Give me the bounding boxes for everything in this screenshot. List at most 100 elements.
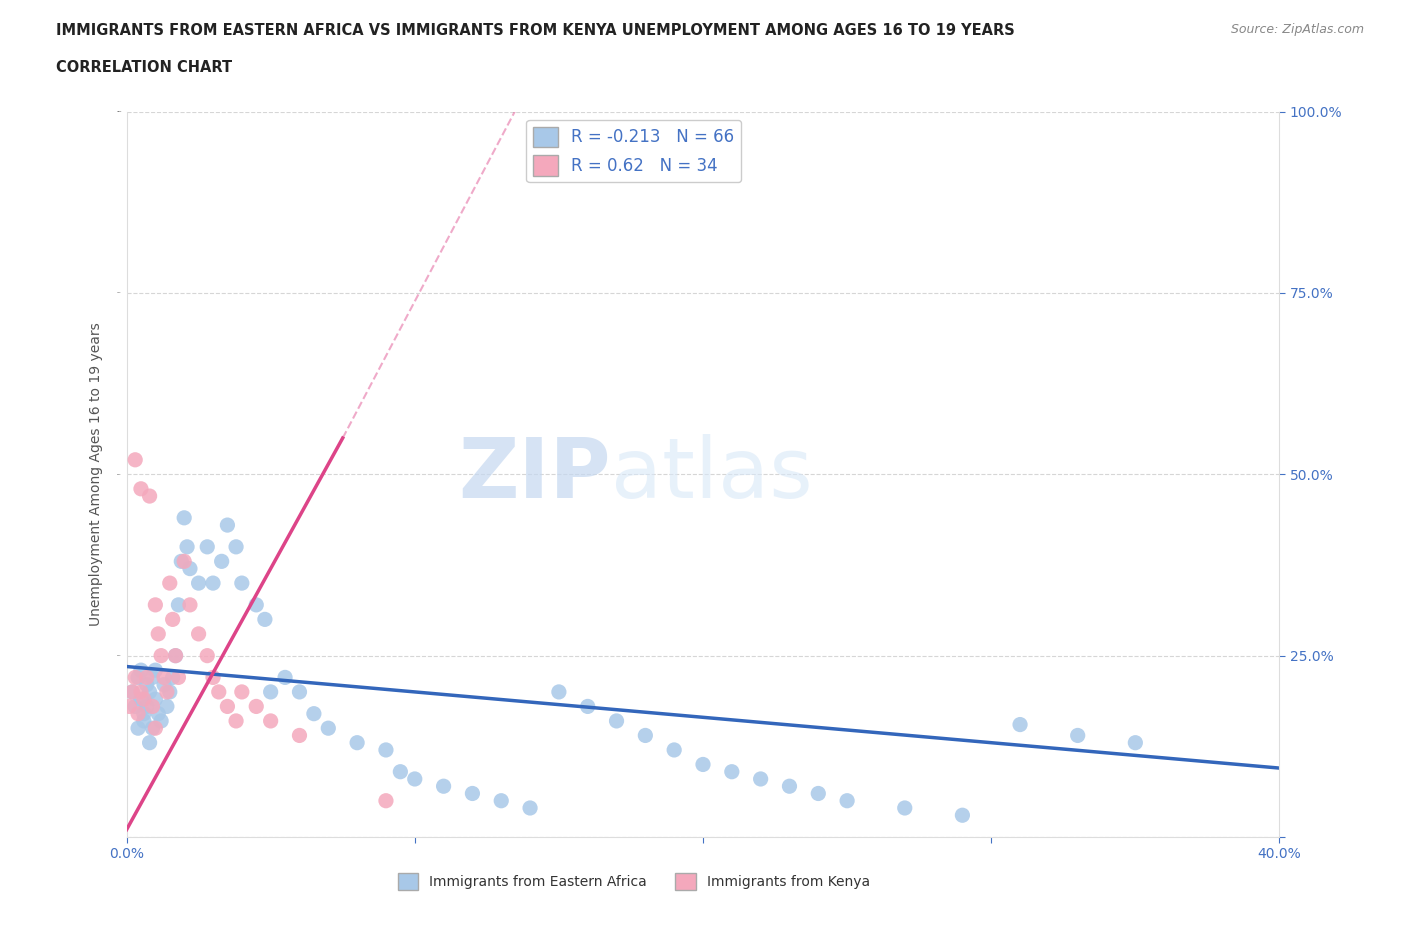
Point <box>779 778 801 793</box>
Point <box>132 713 155 728</box>
Point <box>127 670 149 684</box>
Point <box>1067 728 1090 743</box>
Point <box>124 670 146 684</box>
Point <box>259 713 281 728</box>
Point <box>148 627 170 642</box>
Point <box>274 670 297 684</box>
Point <box>835 793 858 808</box>
Point <box>374 742 398 757</box>
Point <box>211 554 233 569</box>
Point <box>548 684 571 699</box>
Point <box>135 677 157 692</box>
Point <box>519 801 541 816</box>
Point <box>138 736 160 751</box>
Point <box>145 597 166 612</box>
Point <box>253 612 276 627</box>
Point <box>121 684 143 699</box>
Point <box>127 721 149 736</box>
Point <box>145 692 166 707</box>
Point <box>318 721 340 736</box>
Text: Source: ZipAtlas.com: Source: ZipAtlas.com <box>1230 23 1364 36</box>
Legend: Immigrants from Eastern Africa, Immigrants from Kenya: Immigrants from Eastern Africa, Immigran… <box>392 868 876 896</box>
Point <box>179 561 201 576</box>
Point <box>950 808 973 823</box>
Point <box>807 786 830 801</box>
Point <box>576 699 599 714</box>
Point <box>150 648 173 663</box>
Point <box>217 699 239 714</box>
Point <box>346 736 368 751</box>
Point <box>692 757 714 772</box>
Point <box>167 597 190 612</box>
Point <box>231 684 253 699</box>
Point <box>159 576 181 591</box>
Point <box>121 684 143 699</box>
Point <box>225 713 247 728</box>
Point <box>664 742 686 757</box>
Point <box>145 663 166 678</box>
Point <box>173 511 195 525</box>
Point <box>141 699 163 714</box>
Point <box>135 699 157 714</box>
Point <box>231 576 253 591</box>
Point <box>245 597 267 612</box>
Point <box>129 663 152 678</box>
Point <box>259 684 281 699</box>
Text: ZIP: ZIP <box>458 433 610 515</box>
Point <box>302 706 325 721</box>
Point <box>124 699 146 714</box>
Point <box>124 452 146 467</box>
Point <box>141 670 163 684</box>
Text: IMMIGRANTS FROM EASTERN AFRICA VS IMMIGRANTS FROM KENYA UNEMPLOYMENT AMONG AGES : IMMIGRANTS FROM EASTERN AFRICA VS IMMIGR… <box>56 23 1015 38</box>
Point <box>894 801 917 816</box>
Point <box>634 728 657 743</box>
Point <box>132 692 155 707</box>
Point <box>162 670 184 684</box>
Point <box>148 706 170 721</box>
Point <box>389 764 412 779</box>
Point <box>1008 717 1031 732</box>
Point <box>1123 736 1146 751</box>
Point <box>195 648 218 663</box>
Point <box>176 539 198 554</box>
Point <box>135 670 157 684</box>
Point <box>179 597 201 612</box>
Point <box>288 684 311 699</box>
Point <box>156 684 179 699</box>
Point <box>195 539 218 554</box>
Point <box>187 576 209 591</box>
Point <box>720 764 742 779</box>
Point <box>129 692 152 707</box>
Point <box>118 699 141 714</box>
Point <box>159 684 181 699</box>
Point <box>138 488 160 503</box>
Point <box>433 778 456 793</box>
Point <box>225 539 247 554</box>
Point <box>245 699 267 714</box>
Text: CORRELATION CHART: CORRELATION CHART <box>56 60 232 75</box>
Point <box>374 793 398 808</box>
Point <box>156 699 179 714</box>
Point <box>217 518 239 533</box>
Point <box>173 554 195 569</box>
Point <box>138 684 160 699</box>
Point <box>145 721 166 736</box>
Point <box>404 772 426 787</box>
Point <box>153 677 176 692</box>
Point <box>132 706 155 721</box>
Point <box>202 576 225 591</box>
Point <box>127 706 149 721</box>
Point <box>162 612 184 627</box>
Point <box>187 627 209 642</box>
Y-axis label: Unemployment Among Ages 16 to 19 years: Unemployment Among Ages 16 to 19 years <box>89 323 103 626</box>
Text: atlas: atlas <box>610 433 813 515</box>
Point <box>165 648 187 663</box>
Point <box>489 793 512 808</box>
Point <box>165 648 187 663</box>
Point <box>141 721 163 736</box>
Point <box>150 713 173 728</box>
Point <box>208 684 231 699</box>
Point <box>749 772 772 787</box>
Point <box>605 713 627 728</box>
Point <box>129 482 152 497</box>
